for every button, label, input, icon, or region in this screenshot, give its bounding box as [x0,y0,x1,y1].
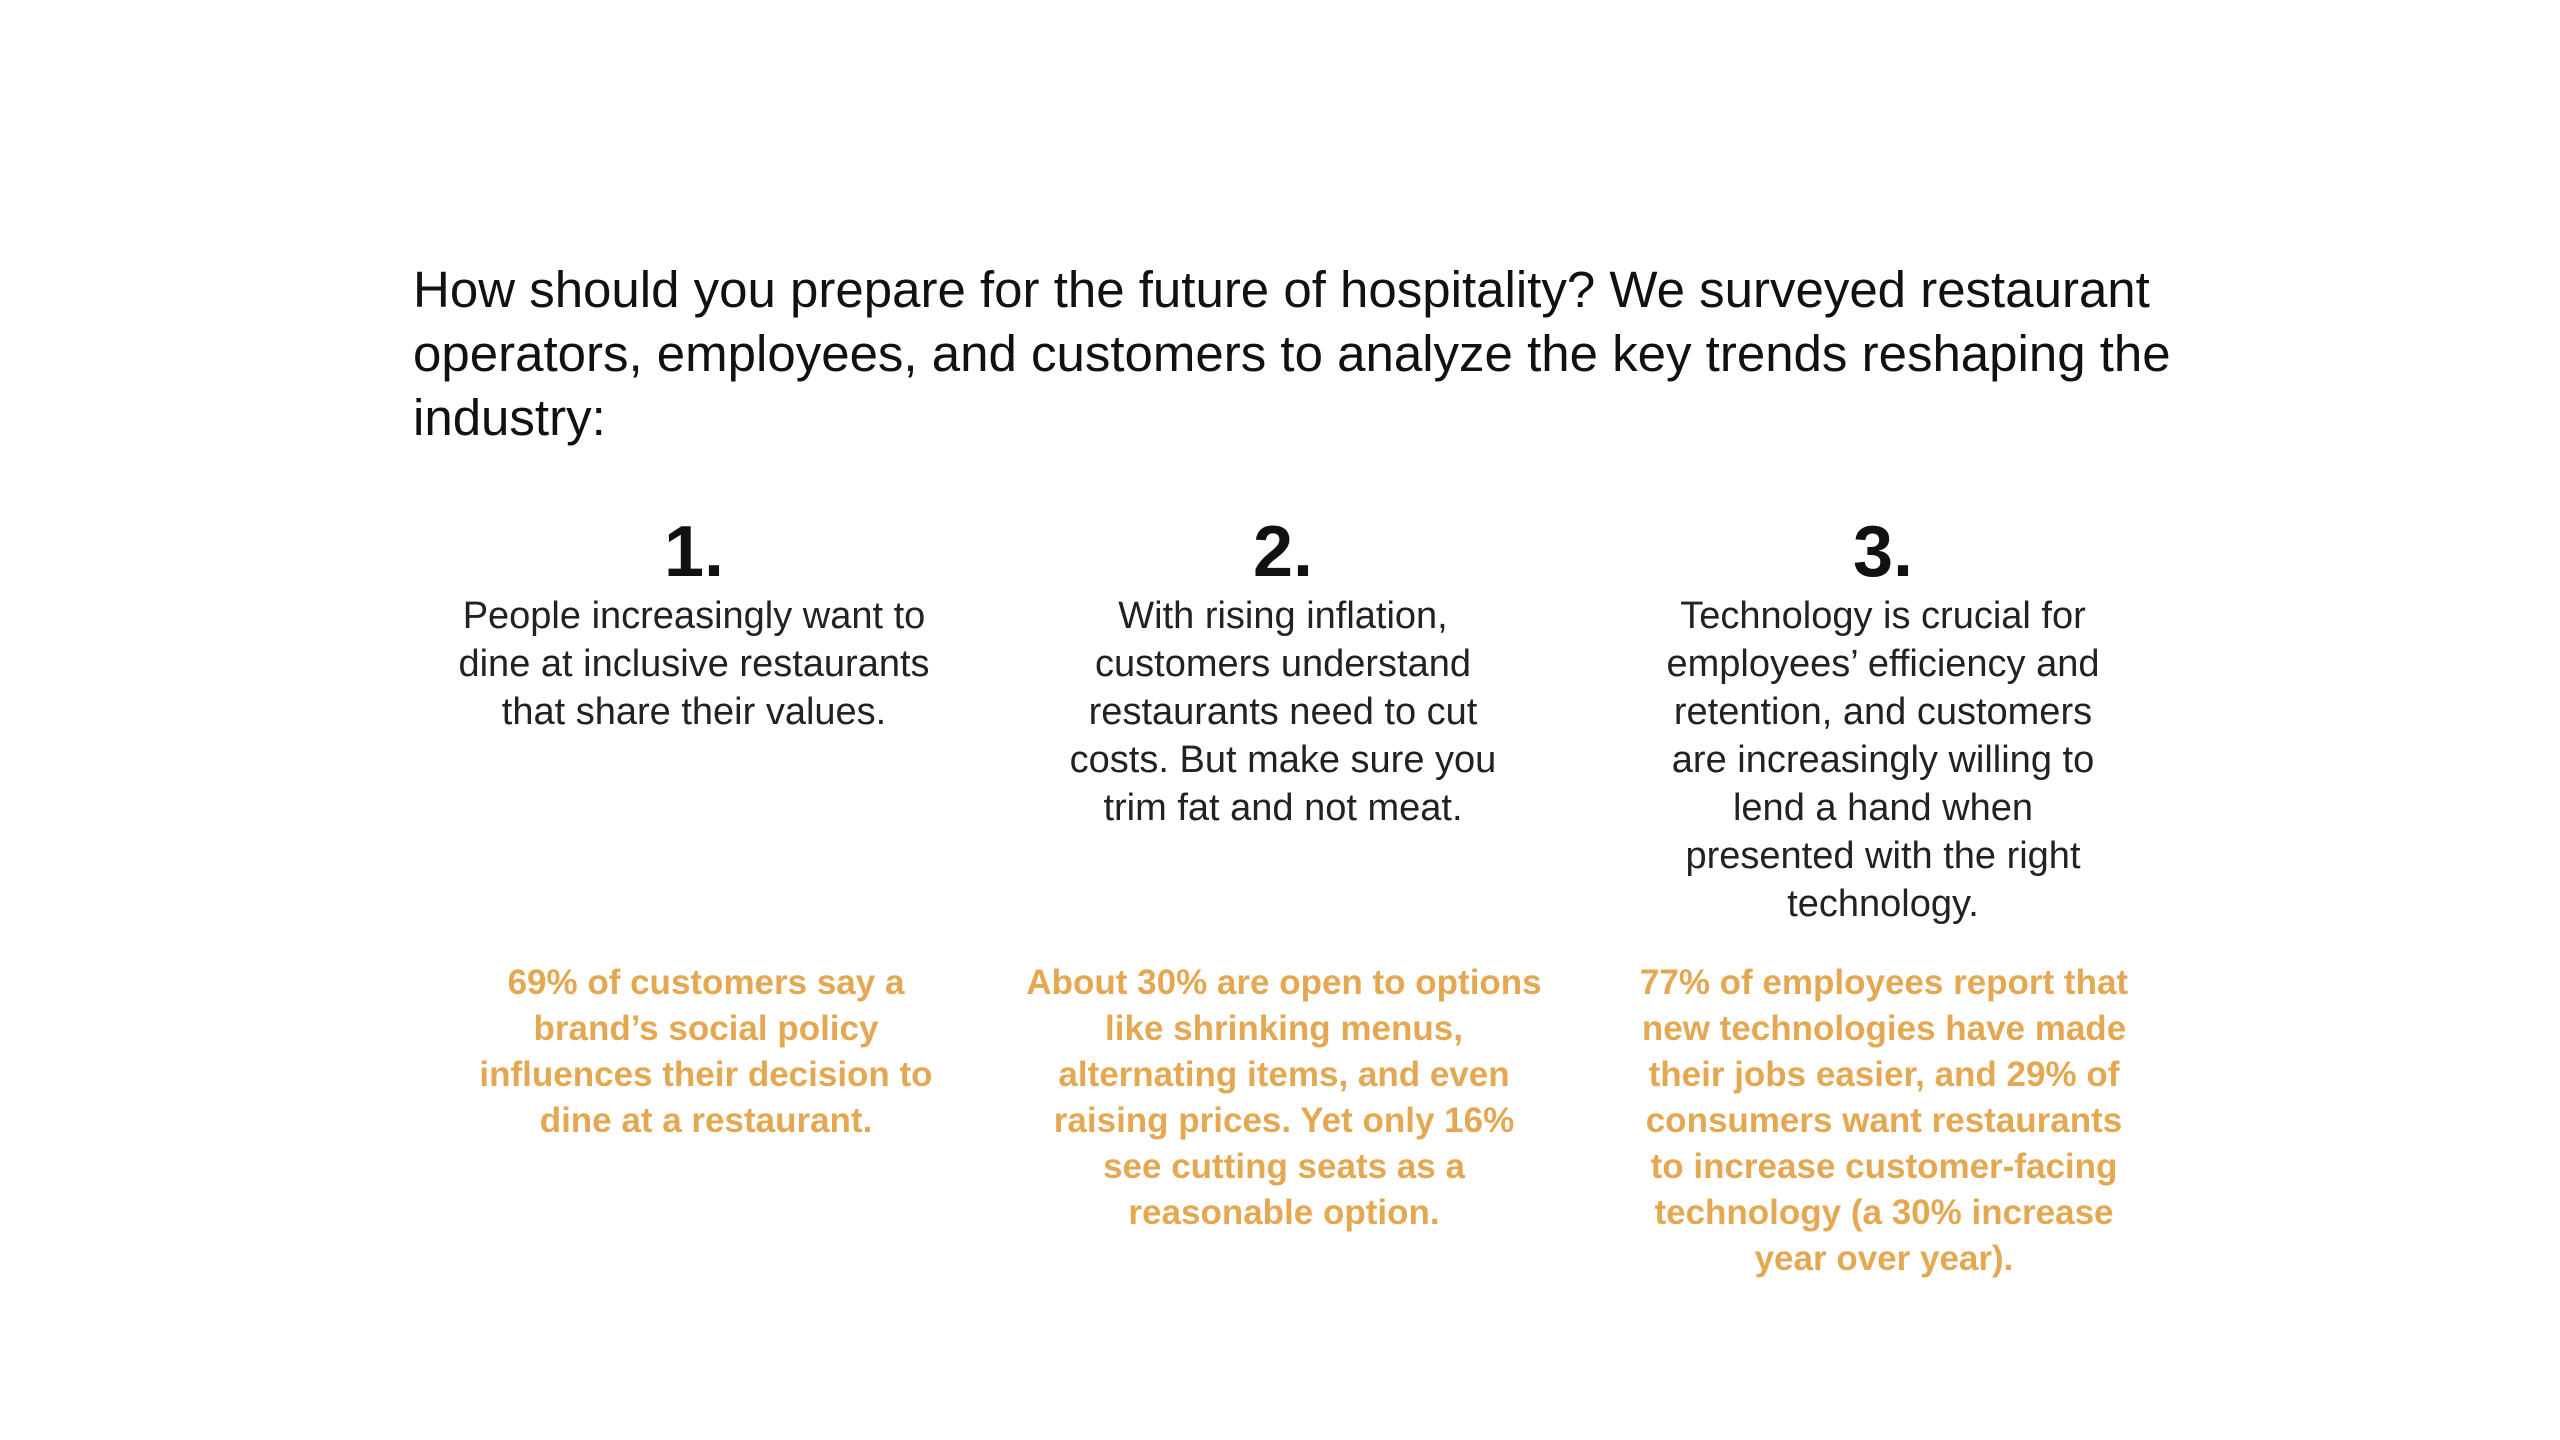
item-stat: 77% of employees report that new technol… [1639,963,2129,1278]
column: 2. With rising inflation, customers unde… [1053,512,1513,832]
item-text: People increasingly want to dine at incl… [458,595,930,733]
item-stat: 69% of customers say a brand’s social po… [479,963,933,1140]
column: 3. Technology is crucial for employees’ … [1648,512,2118,928]
item-text: Technology is crucial for employees’ eff… [1666,595,2100,925]
title: How should you prepare for the future of… [413,261,2171,446]
column: 1. People increasingly want to dine at i… [444,512,944,736]
item-stat: About 30% are open to options like shrin… [1026,963,1542,1232]
item-number: 1. [663,512,725,592]
item-number: 2. [1252,512,1314,592]
item-text: With rising inflation, customers underst… [1069,595,1497,829]
item-number: 3. [1852,512,1914,592]
